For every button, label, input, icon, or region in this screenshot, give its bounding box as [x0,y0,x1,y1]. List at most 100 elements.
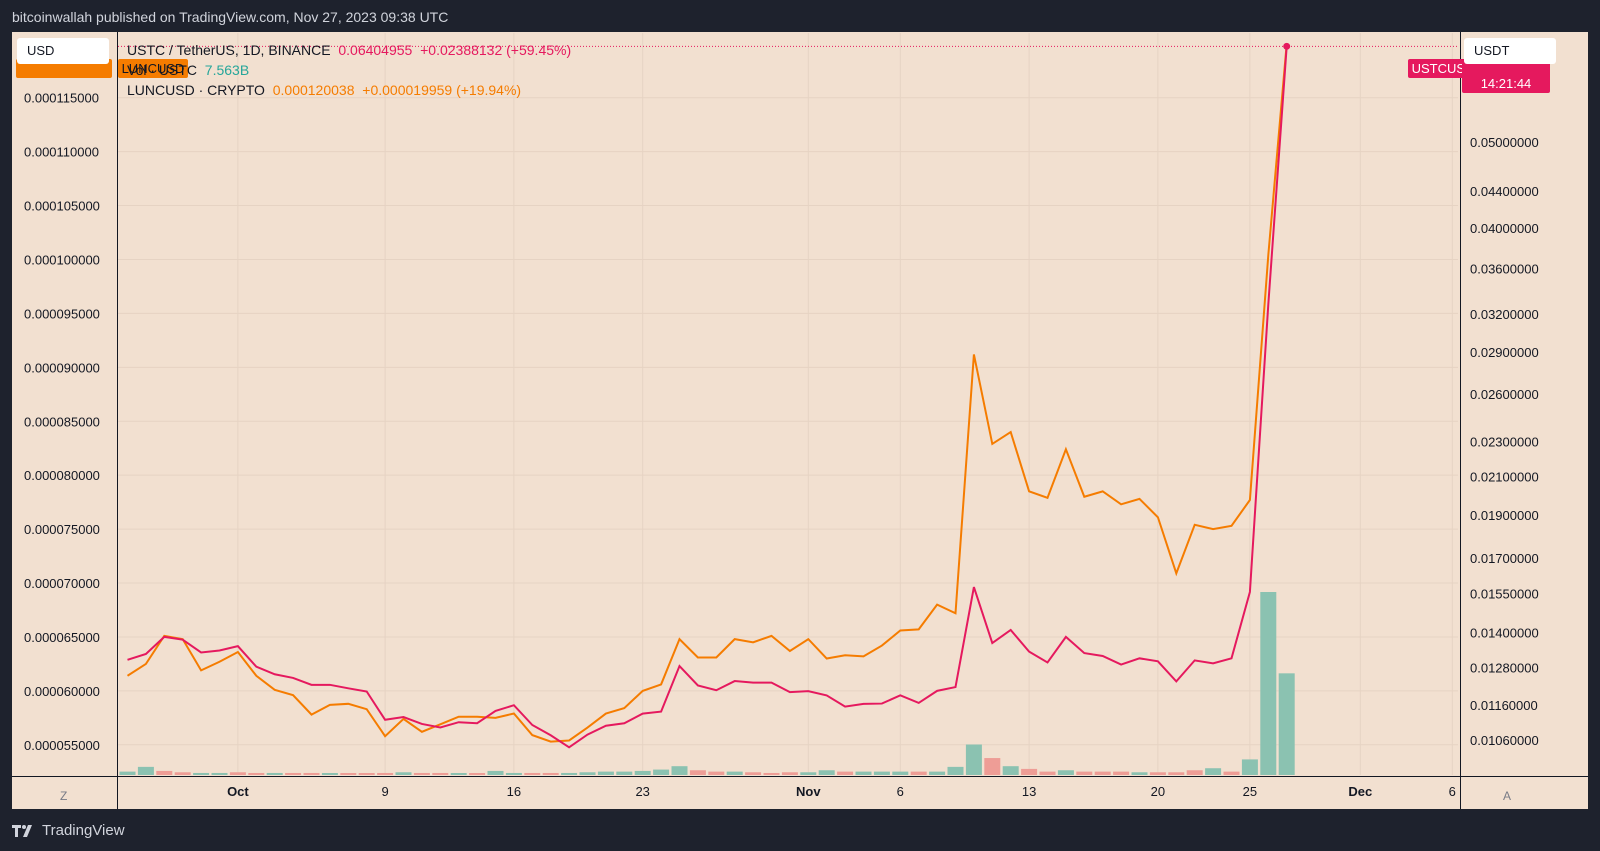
tradingview-brand: TradingView [42,822,125,839]
volume-legend-value: 7.563B [204,62,250,78]
ustc-legend-price: 0.06404955 [338,42,413,58]
lunc-legend[interactable]: LUNCUSD · CRYPTO 0.000120038 +0.00001995… [127,82,521,98]
volume-bar [597,771,614,775]
volume-bar [800,772,817,775]
volume-bar [1094,771,1111,775]
volume-bar [745,772,762,775]
volume-bar [266,772,283,775]
volume-bar [1260,592,1277,775]
volume-bar [837,771,854,775]
volume-bar [303,772,320,775]
left-tick-label: 0.000075000 [24,522,100,537]
volume-bar [1223,771,1240,775]
left-price-axis: 0.000115000 0.000110000 0.000105000 0.00010… [24,91,100,753]
volume-bar [873,771,890,775]
left-axis-button[interactable]: Z [60,789,68,803]
left-tick-label: 0.000105000 [24,199,100,214]
right-scale-button[interactable]: USDT [1464,38,1556,64]
x-tick-label: 6 [897,784,904,799]
volume-bar [358,773,375,775]
volume-bar [524,772,541,775]
x-tick-label: 9 [381,784,388,799]
left-tick-label: 0.000060000 [24,684,100,699]
countdown-timer: 14:21:44 [1481,76,1532,91]
volume-bar [726,771,743,775]
x-tick-label: Dec [1348,784,1372,799]
volume-bar [174,772,191,775]
lunc-series-line [126,43,1288,743]
volume-bar [1149,772,1166,775]
volume-bar [119,771,136,775]
ustc-legend[interactable]: USTC / TetherUS, 1D, BINANCE 0.06404955 … [127,42,571,58]
left-tick-label: 0.000095000 [24,306,100,321]
left-tick-label: 0.000065000 [24,630,100,645]
lunc-symbol-tag [118,59,188,78]
volume-bar [763,772,780,775]
volume-bar [855,771,872,775]
volume-bar [653,769,670,775]
x-tick-label: 20 [1151,784,1165,799]
x-tick-label: 25 [1243,784,1257,799]
x-tick-label: Nov [796,784,821,799]
volume-legend-label: Vol · USTC [127,62,198,78]
left-tick-label: 0.000080000 [24,468,100,483]
volume-bar [1241,759,1258,775]
volume-bar [929,771,946,775]
volume-bar [634,770,651,775]
volume-bar [1131,772,1148,775]
x-tick-label: 13 [1022,784,1036,799]
volume-bar [892,771,909,775]
ustc-price-tag [1462,59,1550,93]
volume-bar [1002,766,1019,775]
volume-bar [616,771,633,775]
lunc-legend-name: LUNCUSD · CRYPTO [127,82,265,98]
volume-legend[interactable]: Vol · USTC 7.563B [127,62,249,78]
volume-bar [818,770,835,775]
volume-bar [561,772,578,775]
volume-bar [340,773,357,775]
volume-bar [248,772,265,775]
volume-bar [450,773,467,775]
right-tick-label: 0.01160000 [1470,698,1538,713]
volume-bar [285,772,302,775]
right-tick-label: 0.02300000 [1470,434,1539,449]
right-tick-label: 0.04400000 [1470,184,1539,199]
volume-bar [1205,768,1222,775]
left-tick-label: 0.000115000 [24,91,99,106]
volume-bar [229,772,246,775]
tradingview-logo-icon [12,824,32,837]
right-tick-label: 0.05000000 [1470,135,1539,150]
volume-bar [1021,768,1038,775]
left-scale-button[interactable]: USD [17,38,109,64]
volume-bar [137,766,154,775]
right-tick-label: 0.01900000 [1470,508,1539,523]
right-tick-label: 0.01280000 [1470,660,1539,675]
left-tick-label: 0.000110000 [24,145,99,160]
volume-bar [211,772,228,775]
volume-bar [1278,673,1295,775]
volume-bar [579,772,596,775]
right-axis-button[interactable]: A [1503,789,1512,803]
volume-bar [156,770,173,775]
volume-bar [377,772,394,775]
left-tick-label: 0.000055000 [24,738,100,753]
right-tick-label: 0.02900000 [1470,345,1539,360]
chart-area[interactable] [12,32,1588,809]
right-tick-label: 0.02600000 [1470,387,1539,402]
left-tick-label: 0.000090000 [24,360,100,375]
x-tick-label: 23 [635,784,649,799]
tradingview-footer[interactable]: TradingView [12,822,125,839]
ustc-series-line [127,46,1288,749]
x-tick-label: 16 [507,784,521,799]
right-tick-label: 0.01060000 [1470,733,1539,748]
right-tick-label: 0.03600000 [1470,261,1539,276]
left-tick-label: 0.000070000 [24,576,100,591]
volume-bar [1186,770,1203,775]
right-tick-label: 0.01400000 [1470,626,1539,641]
publish-attribution: bitcoinwallah published on TradingView.c… [12,9,449,25]
lunc-legend-price: 0.000120038 [272,82,355,98]
right-tick-label: 0.02100000 [1470,469,1539,484]
volume-bar [542,772,559,775]
right-tick-label: 0.01550000 [1470,586,1539,601]
